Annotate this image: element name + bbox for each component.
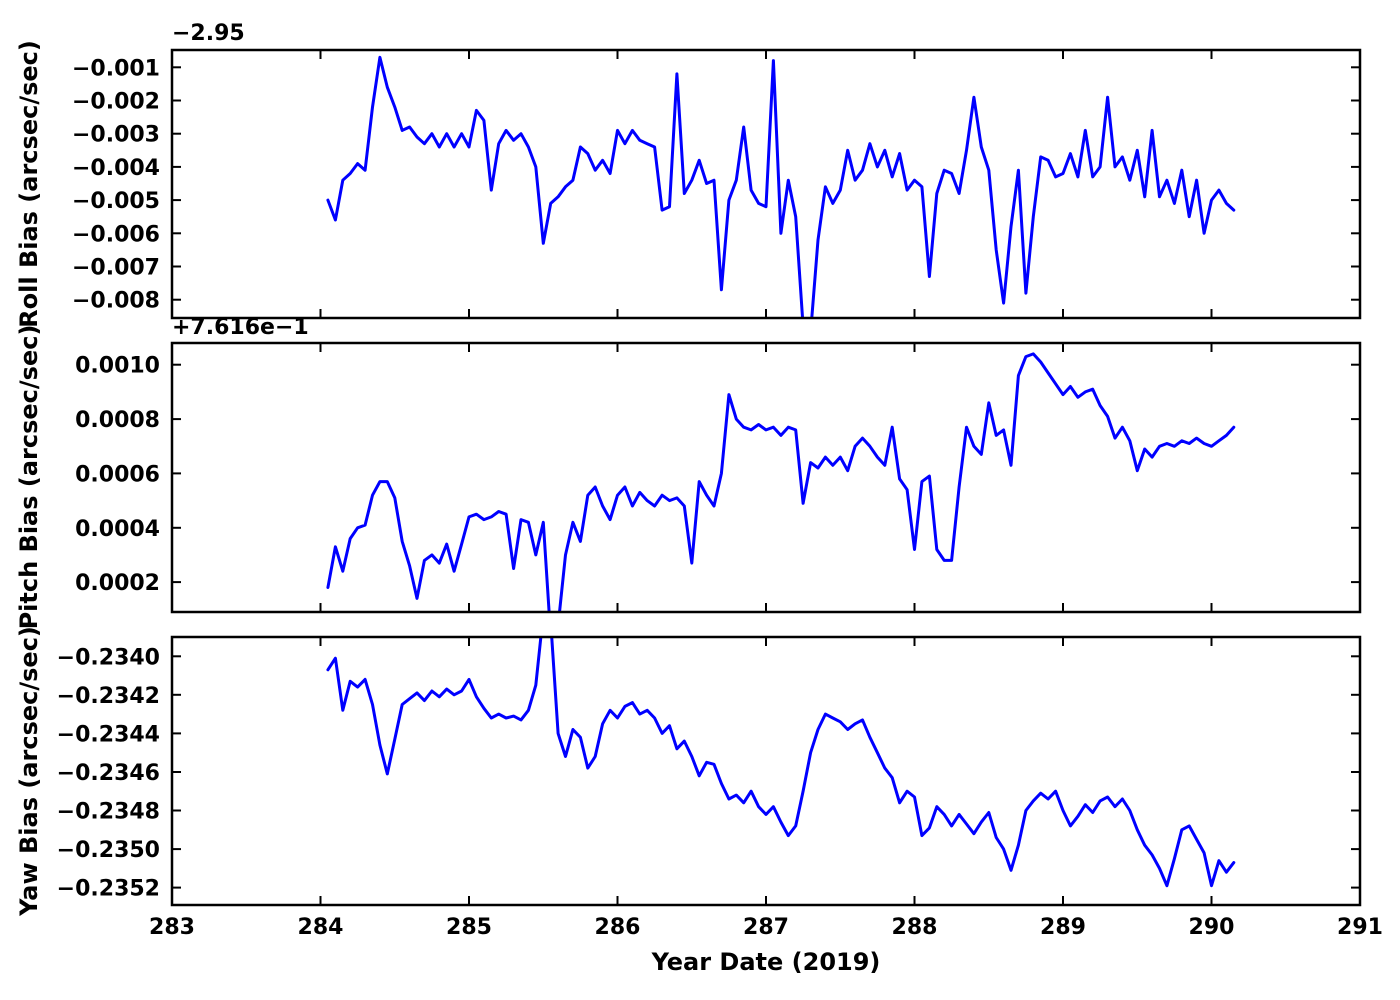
roll-axis-offset-label: −2.95	[172, 21, 245, 46]
roll-bias-line	[326, 55, 1236, 318]
x-tick-label: 289	[1040, 915, 1086, 940]
roll-bias-y-tick-label: −0.003	[72, 123, 160, 148]
x-tick-label: 291	[1337, 915, 1383, 940]
pitch-bias-y-tick-label: 0.0006	[75, 462, 160, 487]
roll-bias-y-tick-label: −0.001	[72, 56, 160, 81]
yaw-bias-y-tick-label: −0.2344	[57, 722, 160, 747]
x-tick-label: 285	[446, 915, 492, 940]
roll-bias-subplot: −0.001 −0.002 −0.003 −0.004 −0.005 −0.006 −0.0…	[72, 48, 1362, 320]
pitch-bias-y-tick-label: 0.0002	[75, 571, 160, 596]
roll-y-axis-label: Roll Bias (arcsec/sec)	[15, 40, 43, 328]
subplots-group: −0.001 −0.002 −0.003 −0.004 −0.005 −0.006 −0.0…	[57, 48, 1383, 940]
roll-bias-y-tick-label: −0.007	[72, 256, 160, 281]
yaw-bias-y-tick-label: −0.2346	[57, 761, 160, 786]
roll-bias-y-tick-label: −0.004	[72, 156, 160, 181]
yaw-bias-y-tick-label: −0.2340	[57, 645, 160, 670]
pitch-bias-y-tick-label: 0.0004	[75, 517, 160, 542]
roll-bias-y-tick-label: −0.005	[72, 189, 160, 214]
yaw-bias-subplot: 283 284 285 286 287 288 289 290 291 −0.2340 −0.234…	[57, 635, 1383, 940]
x-tick-label: 288	[892, 915, 938, 940]
pitch-bias-subplot: 0.0010 0.0008 0.0006 0.0004 0.0002	[75, 341, 1362, 614]
pitch-axis-offset-label: +7.616e−1	[172, 315, 309, 340]
pitch-y-axis-label: Pitch Bias (arcsec/sec)	[15, 325, 43, 630]
roll-bias-y-tick-label: −0.002	[72, 90, 160, 115]
x-tick-label: 290	[1189, 915, 1235, 940]
x-tick-label: 284	[298, 915, 344, 940]
yaw-bias-y-tick-label: −0.2352	[57, 877, 160, 902]
x-tick-label: 286	[595, 915, 641, 940]
pitch-bias-y-tick-label: 0.0010	[75, 354, 160, 379]
x-tick-label: 287	[743, 915, 789, 940]
x-tick-label: 283	[149, 915, 195, 940]
pitch-bias-axes-frame	[170, 341, 1362, 614]
pitch-bias-y-tick-label: 0.0008	[75, 408, 160, 433]
yaw-bias-y-tick-label: −0.2342	[57, 684, 160, 709]
yaw-bias-line	[326, 637, 1236, 888]
pitch-bias-line	[326, 352, 1236, 612]
yaw-bias-axes-frame	[170, 635, 1362, 907]
yaw-bias-y-tick-label: −0.2350	[57, 838, 160, 863]
yaw-bias-y-tick-label: −0.2348	[57, 800, 160, 825]
yaw-y-axis-label: Yaw Bias (arcsec/sec)	[15, 626, 43, 917]
roll-bias-y-tick-label: −0.006	[72, 222, 160, 247]
x-axis-label: Year Date (2019)	[651, 948, 881, 976]
roll-bias-y-tick-label: −0.008	[72, 289, 160, 314]
